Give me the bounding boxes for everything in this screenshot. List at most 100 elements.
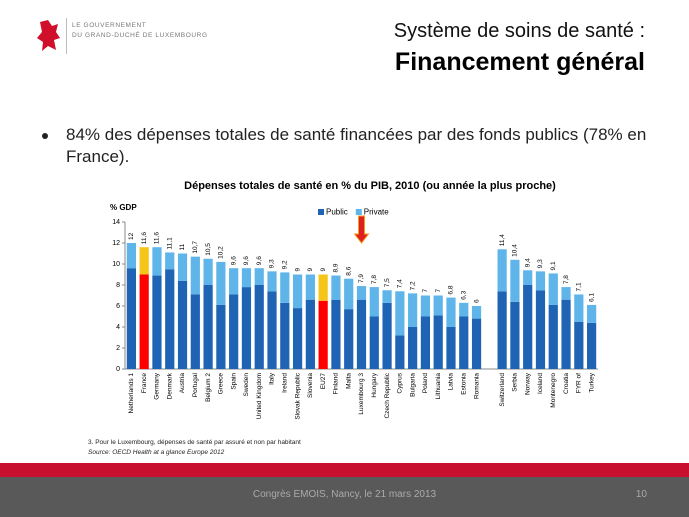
total-label: 9,3 bbox=[537, 259, 544, 268]
bar-segment bbox=[267, 271, 277, 292]
x-tick-label: FYR of bbox=[576, 373, 583, 393]
x-tick-label: Bulgaria bbox=[409, 373, 416, 397]
x-tick-label: Luxembourg 3 bbox=[358, 373, 365, 415]
bar-segment bbox=[152, 275, 162, 369]
total-label: 7,2 bbox=[409, 281, 416, 290]
legend-swatch bbox=[355, 209, 362, 215]
x-tick-label: Greece bbox=[218, 373, 225, 395]
total-label: 7,8 bbox=[371, 275, 378, 284]
total-label: 6,1 bbox=[588, 293, 595, 302]
bar-segment bbox=[126, 243, 136, 269]
bar-segment bbox=[587, 304, 597, 323]
total-label: 9 bbox=[307, 268, 314, 272]
x-tick-label: Hungary bbox=[371, 372, 378, 397]
bar-segment bbox=[561, 299, 571, 369]
x-tick-label: Ireland bbox=[282, 373, 289, 393]
bar-segment bbox=[292, 274, 303, 309]
bar-segment bbox=[126, 268, 136, 369]
bar-segment bbox=[356, 299, 367, 369]
bar-segment bbox=[305, 299, 315, 369]
bar-segment bbox=[331, 299, 341, 369]
logo bbox=[37, 20, 60, 51]
bar-segment bbox=[280, 302, 290, 369]
bar-segment bbox=[420, 295, 431, 317]
bar-segment bbox=[408, 293, 418, 327]
total-label: 9 bbox=[294, 268, 301, 272]
bar-segment bbox=[356, 286, 367, 300]
y-tick-label: 6 bbox=[116, 303, 120, 310]
bar-segment bbox=[177, 253, 188, 281]
legend-label: Public bbox=[326, 208, 348, 217]
bar-segment bbox=[523, 285, 533, 369]
pointer-arrow bbox=[353, 215, 370, 244]
y-tick-label: 8 bbox=[116, 282, 120, 289]
bar-segment bbox=[587, 322, 597, 369]
bar-segment bbox=[497, 249, 507, 292]
chart: Dépenses totales de santé en % du PIB, 2… bbox=[110, 180, 598, 420]
total-label: 9,1 bbox=[550, 261, 557, 270]
total-label: 7 bbox=[422, 289, 429, 293]
bar-segment bbox=[229, 268, 239, 295]
bar-segment bbox=[190, 294, 200, 369]
total-label: 10,2 bbox=[218, 246, 225, 259]
x-tick-label: Estonia bbox=[460, 373, 467, 395]
x-tick-label: Slovak Republic bbox=[294, 372, 301, 419]
legend-label: Private bbox=[364, 208, 389, 217]
page-number: 10 bbox=[635, 489, 647, 500]
bar-segment bbox=[535, 271, 546, 291]
x-tick-label: Austria bbox=[179, 373, 186, 394]
bar-segment bbox=[203, 258, 213, 285]
total-label: 7,1 bbox=[576, 282, 583, 291]
bar-segment bbox=[471, 306, 482, 319]
logo-divider bbox=[66, 18, 67, 54]
x-tick-label: Serbia bbox=[512, 373, 519, 392]
bar-segment bbox=[344, 309, 354, 369]
total-label: 11,6 bbox=[154, 232, 161, 245]
total-label: 6,3 bbox=[460, 290, 467, 299]
bar-segment bbox=[459, 302, 469, 317]
bar-segment bbox=[574, 294, 584, 322]
bar-segment bbox=[139, 247, 149, 275]
bar-segment bbox=[344, 278, 354, 310]
y-tick-label: 12 bbox=[112, 240, 120, 247]
footer-stripe bbox=[0, 463, 689, 477]
x-tick-label: France bbox=[141, 373, 148, 394]
total-label: 7 bbox=[435, 289, 442, 293]
bar-segment bbox=[165, 252, 175, 270]
bar-segment bbox=[535, 290, 546, 369]
bar-segment bbox=[331, 275, 341, 300]
total-label: 12 bbox=[128, 232, 135, 240]
total-label: 10,5 bbox=[205, 243, 212, 256]
x-tick-label: Belgium 2 bbox=[205, 373, 212, 402]
y-tick-label: 14 bbox=[112, 219, 120, 226]
total-label: 11 bbox=[179, 243, 186, 250]
x-tick-label: Finland bbox=[333, 373, 340, 395]
logo-text: LE GOUVERNEMENT bbox=[72, 22, 147, 29]
bar-segment bbox=[152, 247, 162, 276]
y-axis-label: % GDP bbox=[110, 203, 137, 212]
total-label: 9 bbox=[320, 268, 327, 272]
bar-segment bbox=[241, 268, 252, 288]
x-tick-label: Czech Republic bbox=[384, 372, 391, 418]
x-tick-label: EU27 bbox=[320, 373, 327, 390]
bar-segment bbox=[254, 268, 264, 285]
bar-segment bbox=[433, 295, 443, 316]
bar-segment bbox=[267, 291, 277, 369]
x-tick-label: Sweden bbox=[243, 373, 250, 397]
bar-segment bbox=[433, 315, 443, 369]
bar-segment bbox=[382, 302, 392, 369]
logo-text: DU GRAND-DUCHÉ DE LUXEMBOURG bbox=[72, 32, 208, 39]
total-label: 7,5 bbox=[384, 278, 391, 287]
x-tick-label: Malta bbox=[345, 373, 352, 389]
bar-segment bbox=[305, 274, 315, 300]
total-label: 10,4 bbox=[512, 244, 519, 257]
total-label: 10,7 bbox=[192, 241, 199, 254]
bar-segment bbox=[459, 316, 469, 369]
x-tick-label: Italy bbox=[269, 372, 276, 385]
total-label: 11,1 bbox=[166, 237, 173, 250]
total-label: 9,2 bbox=[282, 260, 289, 269]
total-label: 9,4 bbox=[524, 258, 531, 267]
bar-segment bbox=[395, 291, 405, 336]
x-tick-label: Croatia bbox=[563, 373, 570, 394]
